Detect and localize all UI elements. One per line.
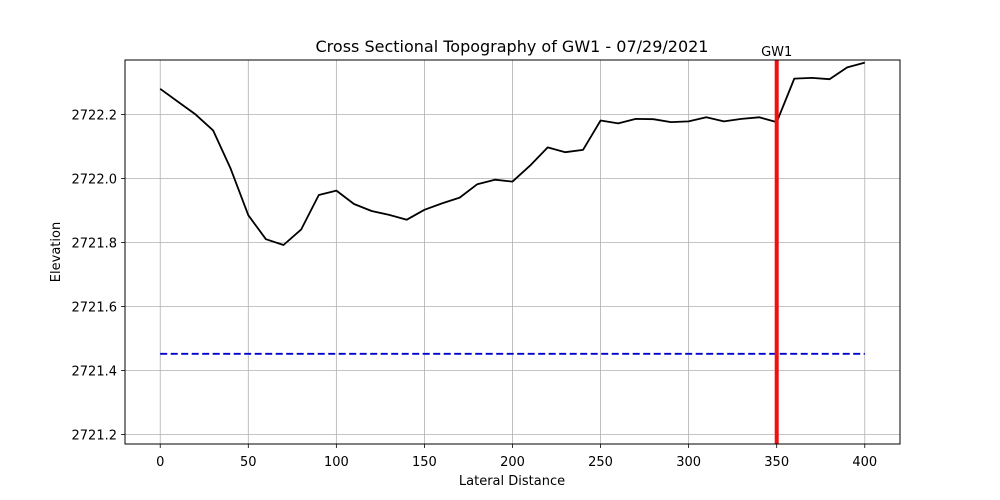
x-tick-label: 50	[240, 455, 257, 470]
y-tick-label: 2721.8	[72, 236, 118, 251]
x-tick-label: 150	[412, 455, 437, 470]
x-axis-label: Lateral Distance	[459, 474, 565, 489]
x-tick-label: 300	[676, 455, 701, 470]
y-tick-label: 2721.2	[72, 428, 118, 443]
gw1-marker-label: GW1	[761, 45, 792, 60]
y-tick-label: 2721.4	[72, 364, 118, 379]
y-axis-label: Elevation	[49, 222, 64, 282]
annotation-layer: GW1	[761, 45, 792, 444]
x-tick-label: 400	[852, 455, 877, 470]
series-line-1	[159, 61, 866, 246]
x-tick-label: 0	[156, 455, 164, 470]
axis-ticks: 0 50 100 150 200 250 300 350 400 2721.2 2721.4 2721…	[72, 108, 878, 470]
x-tick-label: 350	[764, 455, 789, 470]
x-tick-label: 200	[500, 455, 525, 470]
grid	[125, 60, 900, 444]
y-tick-label: 2721.6	[72, 300, 118, 315]
series-layer	[159, 61, 866, 355]
chart-title: Cross Sectional Topography of GW1 - 07/2…	[316, 37, 709, 56]
plot-frame	[124, 59, 901, 445]
x-tick-label: 250	[588, 455, 613, 470]
x-tick-label: 100	[324, 455, 349, 470]
y-tick-label: 2722.2	[72, 108, 118, 123]
y-tick-label: 2722.0	[72, 172, 118, 187]
